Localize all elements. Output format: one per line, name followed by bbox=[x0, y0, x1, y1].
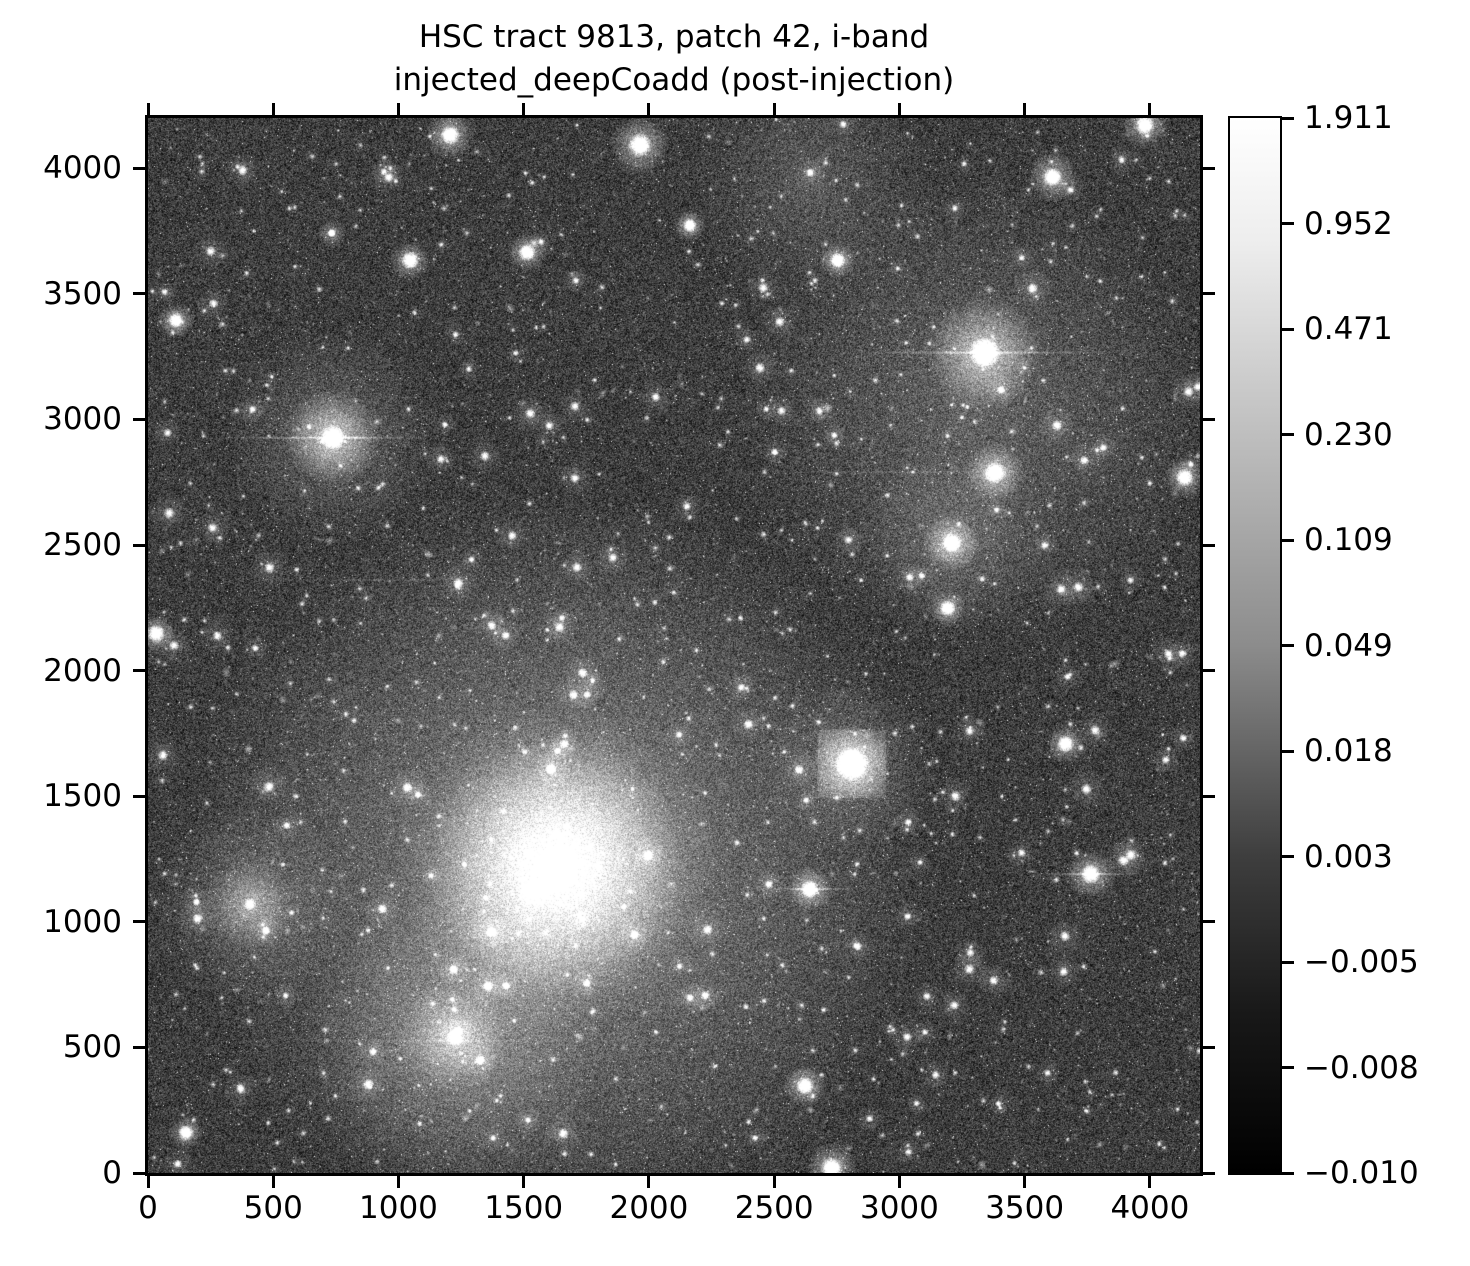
colorbar-tick-mark bbox=[1282, 327, 1294, 331]
colorbar-tick-mark bbox=[1282, 960, 1294, 964]
colorbar-tick-label: 0.109 bbox=[1304, 522, 1393, 558]
colorbar-tick-mark bbox=[1282, 433, 1294, 436]
x-top-tick-mark bbox=[271, 103, 275, 115]
x-tick-label: 2500 bbox=[734, 1190, 814, 1226]
y-tick-label: 1500 bbox=[43, 778, 122, 815]
y-tick-label: 1000 bbox=[43, 903, 122, 940]
y-right-tick-mark bbox=[1203, 669, 1215, 673]
y-right-tick-mark bbox=[1203, 920, 1215, 924]
y-right-tick-mark bbox=[1203, 1171, 1215, 1175]
y-right-tick-mark bbox=[1203, 543, 1215, 547]
colorbar-tick-mark bbox=[1282, 538, 1294, 542]
y-tick-mark bbox=[133, 669, 145, 673]
colorbar-tick-mark bbox=[1282, 116, 1294, 120]
colorbar-tick-label: 0.952 bbox=[1304, 205, 1393, 242]
y-tick-label: 4000 bbox=[43, 150, 122, 187]
colorbar-tick-label: 0.003 bbox=[1304, 838, 1393, 875]
x-tick-mark bbox=[897, 1176, 901, 1188]
colorbar-tick-label: 0.471 bbox=[1304, 311, 1393, 347]
x-top-tick-mark bbox=[146, 103, 150, 115]
x-tick-mark bbox=[146, 1176, 150, 1188]
x-top-tick-mark bbox=[1023, 103, 1027, 115]
y-right-tick-mark bbox=[1203, 166, 1215, 170]
y-tick-label: 2500 bbox=[43, 527, 122, 564]
x-tick-label: 3500 bbox=[985, 1190, 1065, 1226]
y-right-tick-mark bbox=[1203, 417, 1215, 421]
x-top-tick-mark bbox=[897, 103, 901, 115]
y-tick-mark bbox=[133, 1045, 145, 1049]
y-tick-label: 3500 bbox=[43, 275, 122, 312]
x-tick-mark bbox=[647, 1176, 651, 1188]
colorbar-tick-mark bbox=[1282, 644, 1294, 647]
y-tick-mark bbox=[133, 1171, 145, 1175]
colorbar-tick-mark bbox=[1282, 855, 1294, 858]
colorbar-tick-mark bbox=[1282, 1171, 1294, 1175]
x-tick-label: 1000 bbox=[359, 1190, 438, 1226]
x-tick-label: 2000 bbox=[609, 1190, 689, 1226]
y-tick-mark bbox=[133, 920, 145, 924]
colorbar-tick-label: 0.018 bbox=[1304, 733, 1393, 769]
y-tick-mark bbox=[133, 417, 145, 421]
colorbar-tick-label: −0.005 bbox=[1304, 944, 1419, 980]
y-right-tick-mark bbox=[1203, 292, 1215, 296]
x-tick-label: 3000 bbox=[859, 1190, 939, 1226]
x-top-tick-mark bbox=[772, 103, 776, 115]
x-top-tick-mark bbox=[1148, 103, 1152, 115]
x-tick-label: 0 bbox=[138, 1190, 158, 1226]
x-tick-label: 1500 bbox=[484, 1190, 564, 1226]
chart-title: HSC tract 9813, patch 42, i-band injecte… bbox=[148, 16, 1200, 102]
x-top-tick-mark bbox=[647, 103, 651, 115]
plot-area bbox=[145, 115, 1203, 1176]
colorbar bbox=[1228, 116, 1282, 1175]
y-right-tick-mark bbox=[1203, 794, 1215, 798]
x-tick-mark bbox=[396, 1176, 400, 1188]
y-tick-label: 0 bbox=[102, 1155, 122, 1191]
sky-image-canvas bbox=[148, 118, 1200, 1173]
y-tick-mark bbox=[133, 794, 145, 798]
x-top-tick-mark bbox=[522, 103, 526, 115]
y-tick-label: 3000 bbox=[43, 401, 122, 438]
y-tick-label: 500 bbox=[62, 1029, 122, 1066]
x-tick-mark bbox=[772, 1176, 776, 1188]
colorbar-tick-label: −0.008 bbox=[1304, 1049, 1419, 1086]
x-top-tick-mark bbox=[396, 103, 400, 115]
y-tick-label: 2000 bbox=[43, 652, 122, 689]
x-tick-label: 500 bbox=[243, 1190, 303, 1226]
colorbar-tick-label: 1.911 bbox=[1304, 100, 1393, 136]
colorbar-tick-mark bbox=[1282, 222, 1294, 225]
colorbar-tick-label: 0.049 bbox=[1304, 627, 1393, 664]
colorbar-tick-mark bbox=[1282, 749, 1294, 753]
x-tick-mark bbox=[1023, 1176, 1027, 1188]
colorbar-tick-label: −0.010 bbox=[1304, 1155, 1419, 1191]
chart-title-line1: HSC tract 9813, patch 42, i-band bbox=[418, 19, 930, 55]
colorbar-tick-mark bbox=[1282, 1066, 1294, 1069]
y-tick-mark bbox=[133, 543, 145, 547]
x-tick-mark bbox=[522, 1176, 526, 1188]
x-tick-label: 4000 bbox=[1110, 1190, 1190, 1226]
y-right-tick-mark bbox=[1203, 1045, 1215, 1049]
y-tick-mark bbox=[133, 292, 145, 296]
colorbar-tick-label: 0.230 bbox=[1304, 416, 1393, 453]
x-tick-mark bbox=[271, 1176, 275, 1188]
chart-title-line2: injected_deepCoadd (post-injection) bbox=[393, 62, 955, 98]
y-tick-mark bbox=[133, 166, 145, 170]
x-tick-mark bbox=[1148, 1176, 1152, 1188]
